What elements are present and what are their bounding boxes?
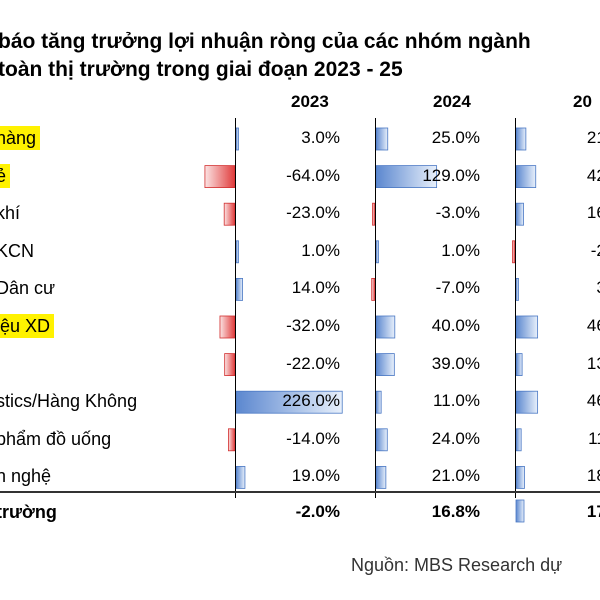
total-value-col-1: 16.8% (431, 502, 480, 521)
row-label-2: khí (0, 203, 21, 224)
axis-line-2023 (235, 118, 236, 498)
bar-row-4-col-2 (515, 277, 519, 301)
bar-row-7-col-1 (375, 390, 382, 414)
bar-row-1-col-0 (204, 165, 236, 189)
bar-row-7-col-2 (515, 390, 539, 414)
row-label-3: KCN (0, 240, 35, 261)
bar-total-col-2 (515, 499, 525, 523)
row-1-value-col-2: 42.0 (586, 165, 600, 185)
row-4-value-col-1: -7.0% (435, 278, 480, 298)
bar-row-5-col-1 (375, 315, 396, 339)
row-4-value-col-0: 14.0% (291, 278, 340, 298)
row-label-0: hàng (0, 126, 41, 150)
row-8-value-col-0: -14.0% (286, 428, 340, 448)
total-value-col-2: 17.0 (586, 502, 600, 521)
row-7-value-col-1: 11.0% (433, 391, 480, 411)
bar-row-9-col-1 (375, 465, 387, 489)
bar-row-9-col-2 (515, 465, 525, 489)
row-9-value-col-1: 21.0% (431, 466, 480, 486)
axis-line-2025 (515, 118, 516, 498)
row-5-value-col-1: 40.0% (431, 316, 480, 335)
total-separator-line (0, 491, 600, 493)
bar-row-9-col-0 (235, 465, 246, 489)
bar-row-3-col-1 (375, 240, 379, 264)
row-label-4: Dân cư (0, 278, 56, 299)
bar-row-5-col-0 (219, 315, 236, 339)
row-7-value-col-0: 226.0% (282, 391, 340, 411)
bar-row-6-col-2 (515, 353, 523, 377)
bar-row-4-col-0 (235, 277, 243, 301)
row-8-value-col-2: 11.0 (588, 428, 600, 448)
total-value-col-0: -2.0% (295, 502, 340, 521)
bar-row-0-col-0 (235, 127, 239, 151)
row-4-value-col-2: 3.0 (520, 276, 600, 300)
chart-title-line-2: toàn thị trường trong giai đoạn 2023 - 2… (0, 58, 403, 81)
column-header-2025: 20 (573, 92, 592, 111)
row-3-value-col-1: 1.0% (441, 240, 480, 260)
row-0-value-col-1: 25.0% (431, 128, 480, 147)
row-2-value-col-0: -23.0% (286, 203, 340, 223)
bar-row-8-col-0 (228, 428, 236, 452)
row-2-value-col-2: 16.0 (586, 203, 600, 223)
row-label-7: stics/Hàng Không (0, 391, 138, 412)
bar-row-1-col-2 (515, 165, 537, 189)
row-6-value-col-2: 13.0 (586, 353, 600, 373)
bar-row-8-col-1 (375, 428, 388, 452)
axis-line-2024 (375, 118, 376, 498)
row-3-value-col-0: 1.0% (301, 240, 340, 260)
bar-row-0-col-2 (515, 127, 527, 151)
row-9-value-col-2: 18.0 (586, 466, 600, 486)
bar-row-2-col-2 (515, 202, 524, 226)
row-9-value-col-0: 19.0% (291, 466, 340, 486)
bar-row-6-col-1 (375, 353, 395, 377)
row-5-value-col-2: 46.0 (586, 316, 600, 335)
column-header-2023: 2023 (291, 92, 329, 111)
bar-row-4-col-1 (371, 277, 376, 301)
row-8-value-col-1: 24.0% (431, 428, 480, 448)
bar-row-5-col-2 (515, 315, 539, 339)
row-label-9: n nghệ (0, 466, 52, 487)
row-label-1: ẻ (0, 163, 11, 188)
row-7-value-col-2: 46.0 (586, 391, 600, 411)
total-row-label: trường (0, 502, 57, 522)
source-note: Nguồn: MBS Research dự (351, 555, 563, 575)
row-label-5: iệu XD (0, 314, 55, 338)
bar-row-8-col-2 (515, 428, 522, 452)
row-0-value-col-2: 21.0 (586, 128, 600, 147)
row-3-value-col-2: -2.0 (590, 240, 600, 260)
row-1-value-col-1: 129.0% (422, 165, 480, 185)
row-1-value-col-0: -64.0% (286, 165, 340, 185)
chart-title-line-1: báo tăng trưởng lợi nhuận ròng của các n… (0, 30, 531, 53)
row-6-value-col-0: -22.0% (286, 353, 340, 373)
bar-row-3-col-0 (235, 240, 239, 264)
bar-row-0-col-1 (375, 127, 389, 151)
bar-row-7-col-0 (235, 390, 343, 414)
row-0-value-col-0: 3.0% (301, 128, 340, 147)
row-6-value-col-1: 39.0% (431, 353, 480, 373)
bar-row-6-col-0 (224, 353, 236, 377)
column-header-2024: 2024 (433, 92, 471, 111)
row-2-value-col-1: -3.0% (435, 203, 480, 223)
row-label-8: phẩm đồ uống (0, 428, 112, 449)
bar-row-2-col-0 (223, 202, 236, 226)
row-5-value-col-0: -32.0% (286, 316, 340, 335)
bar-row-1-col-1 (375, 165, 438, 189)
